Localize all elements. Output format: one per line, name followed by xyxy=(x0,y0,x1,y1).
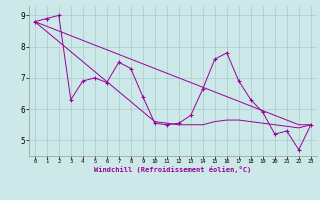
X-axis label: Windchill (Refroidissement éolien,°C): Windchill (Refroidissement éolien,°C) xyxy=(94,166,252,173)
